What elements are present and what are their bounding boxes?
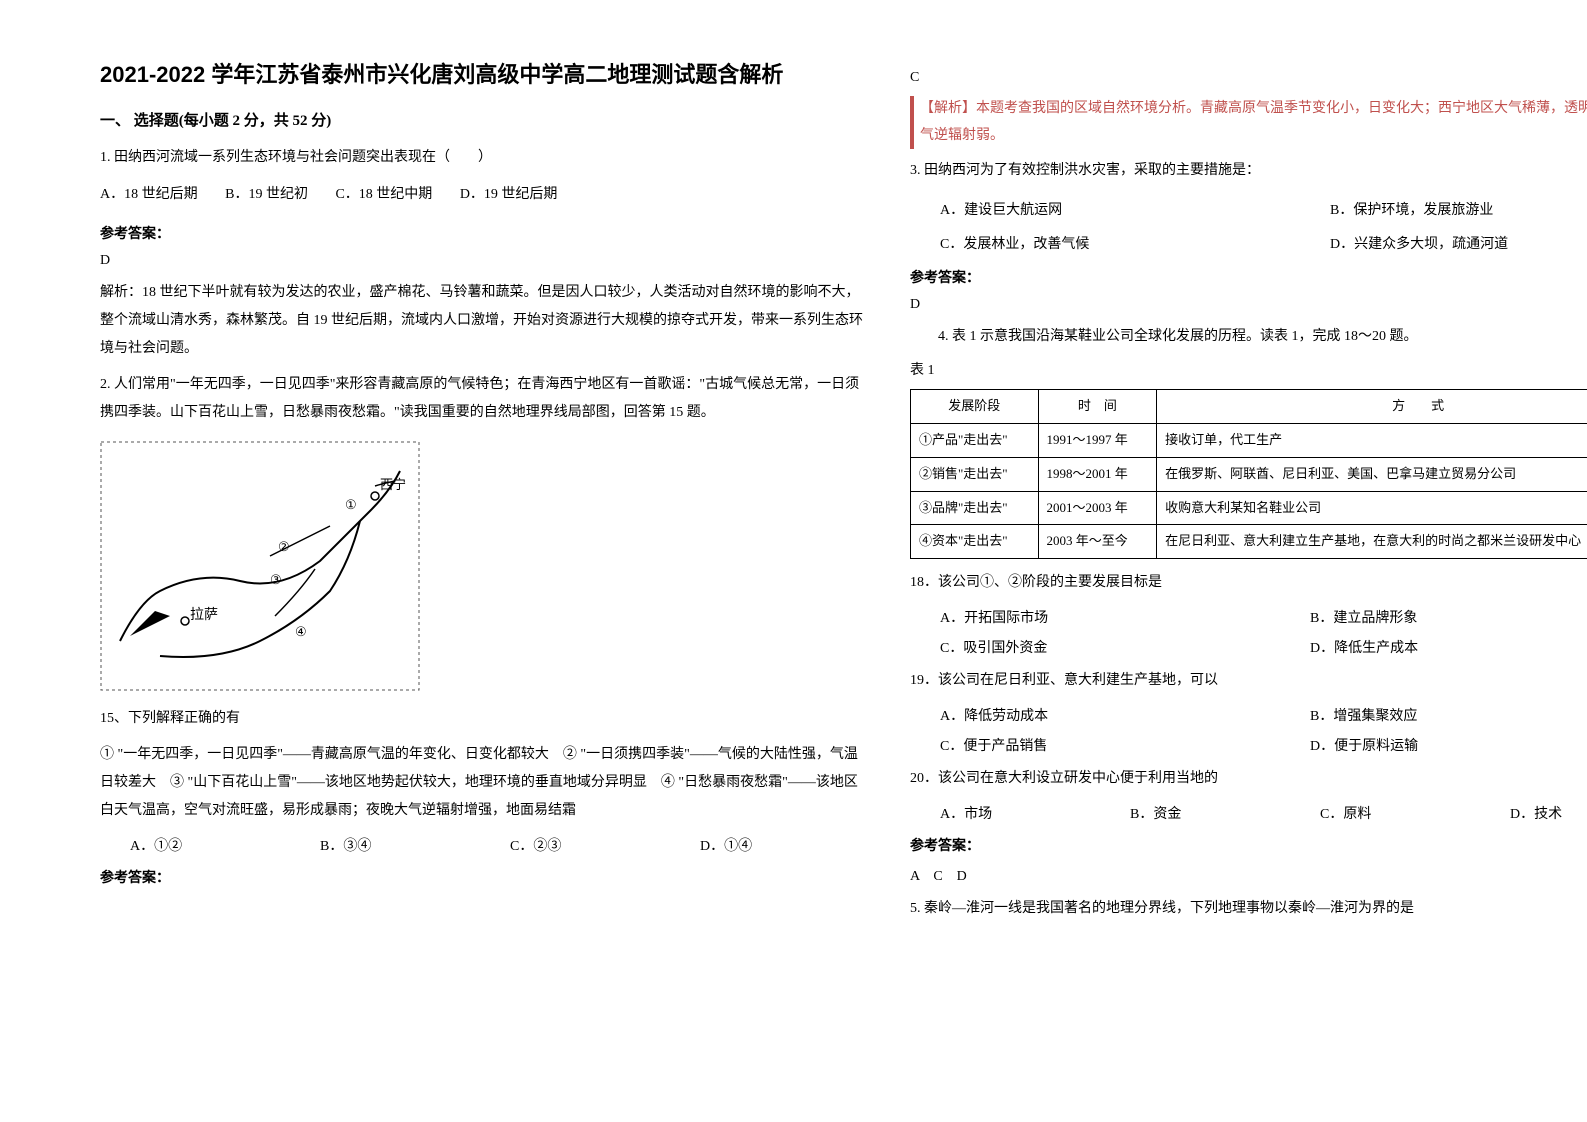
q2-intro: 2. 人们常用"一年无四季，一日见四季"来形容青藏高原的气候特色；在青海西宁地区… <box>100 371 870 427</box>
table-row: ②销售"走出去" 1998～2001 年 在俄罗斯、阿联酋、尼日利亚、美国、巴拿… <box>911 457 1587 491</box>
q3-opt-a: A．建设巨大航运网 <box>940 199 1290 219</box>
q1-opt-b: B．19 世纪初 <box>225 180 308 211</box>
q19-opts-row1: A．降低劳动成本 B．增强集聚效应 <box>910 705 1587 725</box>
q3-ref-label: 参考答案： <box>910 267 1587 287</box>
cell: ④资本"走出去" <box>911 525 1039 559</box>
q1-opt-d: D．19 世纪后期 <box>460 180 558 211</box>
cell: 接收订单，代工生产 <box>1157 423 1587 457</box>
q3-opt-c: C．发展林业，改善气候 <box>940 233 1290 253</box>
q18-text: 18．该公司①、②阶段的主要发展目标是 <box>910 569 1587 597</box>
q1-answer: D <box>100 253 870 269</box>
map-label-xining: 西宁 <box>380 477 406 492</box>
cell: 2003 年～至今 <box>1038 525 1157 559</box>
q3-text: 3. 田纳西河为了有效控制洪水灾害，采取的主要措施是： <box>910 157 1587 185</box>
dev-table: 发展阶段 时 间 方 式 ①产品"走出去" 1991～1997 年 接收订单，代… <box>910 389 1587 559</box>
page-title: 2021-2022 学年江苏省泰州市兴化唐刘高级中学高二地理测试题含解析 <box>100 60 870 91</box>
q1-text: 1. 田纳西河流域一系列生态环境与社会问题突出表现在（ ） <box>100 144 870 172</box>
q19-text: 19．该公司在尼日利亚、意大利建生产基地，可以 <box>910 667 1587 695</box>
map-num-3: ③ <box>270 572 282 587</box>
q19-opts-row2: C．便于产品销售 D．便于原料运输 <box>910 735 1587 755</box>
cell: ③品牌"走出去" <box>911 491 1039 525</box>
cell: 1991～1997 年 <box>1038 423 1157 457</box>
table-row: ①产品"走出去" 1991～1997 年 接收订单，代工生产 <box>911 423 1587 457</box>
q3-opts-row2: C．发展林业，改善气候 D．兴建众多大坝，疏通河道 <box>910 233 1587 253</box>
q3-opt-b: B．保护环境，发展旅游业 <box>1330 199 1587 219</box>
cell: 在尼日利亚、意大利建立生产基地，在意大利的时尚之都米兰设研发中心 <box>1157 525 1587 559</box>
q1-options: A．18 世纪后期 B．19 世纪初 C．18 世纪中期 D．19 世纪后期 <box>100 180 870 211</box>
q4-ref-label: 参考答案： <box>910 835 1587 855</box>
q19-opt-b: B．增强集聚效应 <box>1310 705 1587 725</box>
map-label-lasa: 拉萨 <box>190 607 218 623</box>
q18-opt-a: A．开拓国际市场 <box>940 607 1310 627</box>
q20-text: 20．该公司在意大利设立研发中心便于利用当地的 <box>910 765 1587 793</box>
q3-answer: D <box>910 297 1587 313</box>
map-num-1: ① <box>345 497 357 512</box>
q20-opt-a: A．市场 <box>940 803 1110 823</box>
q20-options: A．市场 B．资金 C．原料 D．技术 <box>910 803 1587 823</box>
map-figure: 西宁 拉萨 ① ② ③ ④ <box>100 441 870 691</box>
q4-answer: A C D <box>910 865 1587 885</box>
q2-answer: C <box>910 70 1587 86</box>
q2-items: ① "一年无四季，一日见四季"——青藏高原气温的年变化、日变化都较大 ② "一日… <box>100 741 870 825</box>
q20-opt-b: B．资金 <box>1130 803 1300 823</box>
q18-opt-b: B．建立品牌形象 <box>1310 607 1587 627</box>
q1-opt-c: C．18 世纪中期 <box>335 180 432 211</box>
q2-opt-c: C．②③ <box>510 835 680 855</box>
q1-ref-label: 参考答案： <box>100 223 870 243</box>
q5-text: 5. 秦岭—淮河一线是我国著名的地理分界线，下列地理事物以秦岭—淮河为界的是 <box>910 895 1587 923</box>
th-stage: 发展阶段 <box>911 390 1039 424</box>
th-mode: 方 式 <box>1157 390 1587 424</box>
section-heading: 一、 选择题(每小题 2 分，共 52 分) <box>100 109 870 130</box>
q2-ref-label: 参考答案： <box>100 867 870 887</box>
q19-opt-d: D．便于原料运输 <box>1310 735 1587 755</box>
cell: 在俄罗斯、阿联酋、尼日利亚、美国、巴拿马建立贸易分公司 <box>1157 457 1587 491</box>
table-row: ③品牌"走出去" 2001～2003 年 收购意大利某知名鞋业公司 <box>911 491 1587 525</box>
map-num-2: ② <box>278 539 290 554</box>
q19-opt-a: A．降低劳动成本 <box>940 705 1310 725</box>
q18-opt-d: D．降低生产成本 <box>1310 637 1587 657</box>
table-header-row: 发展阶段 时 间 方 式 <box>911 390 1587 424</box>
q18-opt-c: C．吸引国外资金 <box>940 637 1310 657</box>
cell: 收购意大利某知名鞋业公司 <box>1157 491 1587 525</box>
map-num-4: ④ <box>295 624 307 639</box>
q18-opts-row2: C．吸引国外资金 D．降低生产成本 <box>910 637 1587 657</box>
q19-opt-c: C．便于产品销售 <box>940 735 1310 755</box>
map-svg: 西宁 拉萨 ① ② ③ ④ <box>100 441 420 691</box>
q20-opt-c: C．原料 <box>1320 803 1490 823</box>
q2-opt-d: D．①④ <box>700 835 870 855</box>
q3-opt-d: D．兴建众多大坝，疏通河道 <box>1330 233 1587 253</box>
q2-analysis: 【解析】本题考查我国的区域自然环境分析。青藏高原气温季节变化小，日变化大；西宁地… <box>910 96 1587 149</box>
cell: ②销售"走出去" <box>911 457 1039 491</box>
q1-explain: 解析：18 世纪下半叶就有较为发达的农业，盛产棉花、马铃薯和蔬菜。但是因人口较少… <box>100 279 870 363</box>
cell: ①产品"走出去" <box>911 423 1039 457</box>
q2-options: A．①② B．③④ C．②③ D．①④ <box>100 835 870 855</box>
table-row: ④资本"走出去" 2003 年～至今 在尼日利亚、意大利建立生产基地，在意大利的… <box>911 525 1587 559</box>
q20-opt-d: D．技术 <box>1510 803 1587 823</box>
cell: 1998～2001 年 <box>1038 457 1157 491</box>
q3-opts-row1: A．建设巨大航运网 B．保护环境，发展旅游业 <box>910 199 1587 219</box>
table-label: 表 1 <box>910 359 1587 379</box>
q2-opt-b: B．③④ <box>320 835 490 855</box>
cell: 2001～2003 年 <box>1038 491 1157 525</box>
q1-opt-a: A．18 世纪后期 <box>100 180 198 211</box>
q2-opt-a: A．①② <box>130 835 300 855</box>
q4-intro: 4. 表 1 示意我国沿海某鞋业公司全球化发展的历程。读表 1，完成 18～20… <box>910 323 1587 351</box>
q2-sub: 15、下列解释正确的有 <box>100 705 870 733</box>
q18-opts-row1: A．开拓国际市场 B．建立品牌形象 <box>910 607 1587 627</box>
th-time: 时 间 <box>1038 390 1157 424</box>
